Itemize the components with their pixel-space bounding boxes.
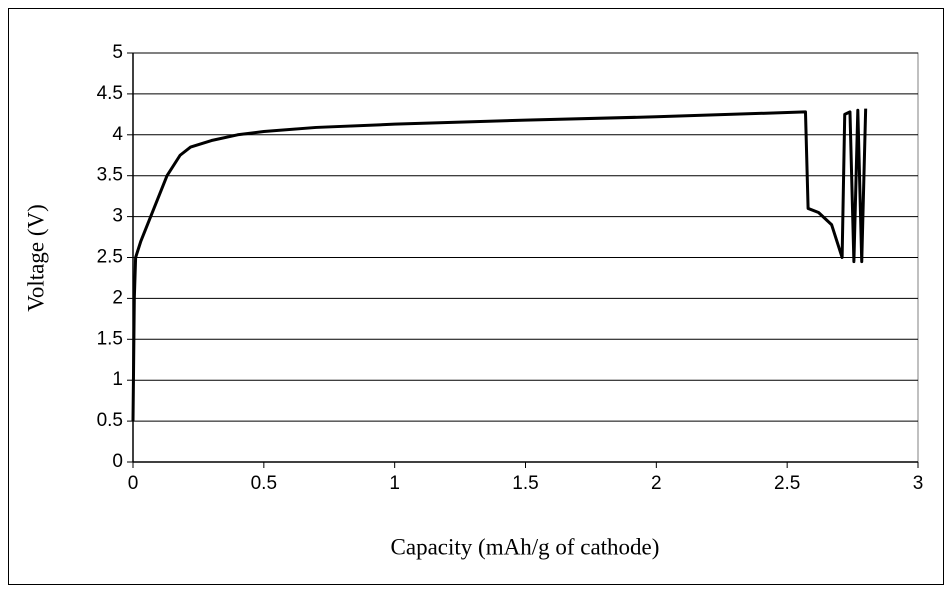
x-axis-title: Capacity (mAh/g of cathode) [391,534,660,559]
x-tick-label: 2.5 [774,473,800,494]
x-tick-label: 1.5 [512,473,538,494]
chart-frame [8,8,944,585]
y-tick-label: 0 [112,451,123,472]
x-tick-label: 2 [651,473,662,494]
y-tick-label: 2 [112,287,123,308]
y-tick-label: 0.5 [97,410,123,431]
y-tick-label: 1 [112,369,123,390]
y-tick-label: 1.5 [97,328,123,349]
x-tick-label: 0 [128,473,139,494]
y-tick-label: 4.5 [97,83,123,104]
y-tick-label: 3.5 [97,165,123,186]
y-axis-title: Voltage (V) [23,204,48,312]
y-tick-label: 5 [112,42,123,63]
x-tick-label: 0.5 [251,473,277,494]
y-tick-label: 4 [112,124,123,145]
data-line [131,108,868,422]
x-tick-label: 3 [913,473,924,494]
y-tick-label: 3 [112,206,123,227]
x-tick-label: 1 [389,473,400,494]
y-tick-label: 2.5 [97,247,123,268]
